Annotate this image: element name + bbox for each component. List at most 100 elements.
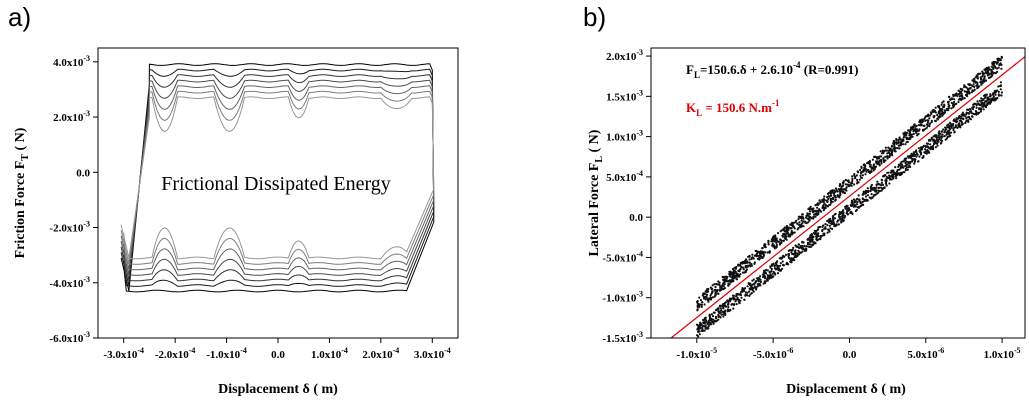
scatter-point [785,224,789,228]
scatter-point [772,275,775,278]
scatter-point [798,246,801,249]
scatter-point [727,303,730,306]
scatter-point [866,169,869,172]
scatter-point [880,162,883,165]
scatter-point [722,285,725,288]
scatter-point [697,330,700,333]
scatter-point [928,114,932,117]
scatter-point [824,223,827,226]
scatter-point [955,102,958,105]
scatter-point [707,321,710,324]
scatter-point [705,293,709,296]
scatter-point [888,182,891,185]
scatter-point [816,203,820,206]
scatter-point [726,310,729,313]
scatter-point [846,204,849,207]
scatter-point [968,116,971,119]
scatter-point [899,143,902,146]
scatter-point [880,178,883,181]
scatter-point [816,202,820,205]
scatter-point [842,220,845,223]
scatter-point [864,195,868,198]
scatter-point [989,98,993,101]
scatter-point [886,152,889,155]
scatter-point [941,101,944,104]
scatter-point [901,171,904,174]
scatter-point [977,86,980,89]
scatter-point [826,224,829,227]
scatter-point [766,274,769,277]
scatter-point [829,192,832,195]
scatter-point [997,85,1000,88]
scatter-point [894,173,897,176]
scatter-point [769,265,772,268]
scatter-point [898,147,901,150]
scatter-point [891,170,895,173]
scatter-point [758,256,761,259]
scatter-point [773,236,776,239]
scatter-point [781,235,785,238]
scatter-point [971,115,974,118]
scatter-point [941,133,944,136]
scatter-point [830,223,833,226]
scatter-point [940,130,944,133]
panel-b-frame [650,47,1026,339]
scatter-point [696,309,699,312]
scatter-point [707,325,710,328]
scatter-point [960,123,964,126]
scatter-point [710,313,714,316]
scatter-point [732,298,735,301]
scatter-point [968,92,971,95]
scatter-point [906,137,910,140]
scatter-point [838,189,842,193]
scatter-point [947,131,950,134]
scatter-point [698,296,701,299]
scatter-point [891,174,895,178]
scatter-point [906,168,909,171]
scatter-point [956,126,959,129]
scatter-point [829,194,832,197]
scatter-point [733,303,736,306]
scatter-point [722,279,726,282]
scatter-point [863,166,866,169]
scatter-point [756,254,759,257]
scatter-point [806,243,810,246]
scatter-point [963,90,966,93]
scatter-point [698,333,701,336]
scatter-point [980,103,983,106]
scatter-point [729,297,732,300]
scatter-point [960,113,963,116]
scatter-point [951,104,955,107]
scatter-point [890,178,893,181]
scatter-point [829,217,832,220]
scatter-point [790,227,793,230]
scatter-point [939,112,942,115]
scatter-point [783,226,786,229]
scatter-point [1000,91,1004,94]
scatter-point [828,221,831,224]
scatter-point [997,90,1000,93]
scatter-point [709,321,712,325]
scatter-point [826,195,829,199]
scatter-point [924,148,927,151]
scatter-point [717,283,720,286]
scatter-point [955,121,958,124]
scatter-point [751,288,754,291]
x-tick-label: -5.0x10-6 [753,346,794,361]
scatter-point [918,119,922,122]
x-tick-label: 0.0 [843,349,857,361]
scatter-point [764,280,767,283]
panel-b-y-axis-title: Lateral Force FL ( N) [587,129,605,256]
scatter-point [928,147,931,150]
scatter-point [796,245,800,249]
scatter-point [812,231,816,235]
scatter-point [772,245,775,248]
scatter-point [761,252,764,255]
x-tick-label: -1.0x10-4 [206,346,247,361]
fit-equation: FL=150.6.δ + 2.6.10-4 (R=0.991) [686,60,859,80]
scatter-point [808,215,811,218]
scatter-point [732,269,735,273]
scatter-point [815,210,818,213]
scatter-point [967,119,970,122]
scatter-point [780,241,783,244]
